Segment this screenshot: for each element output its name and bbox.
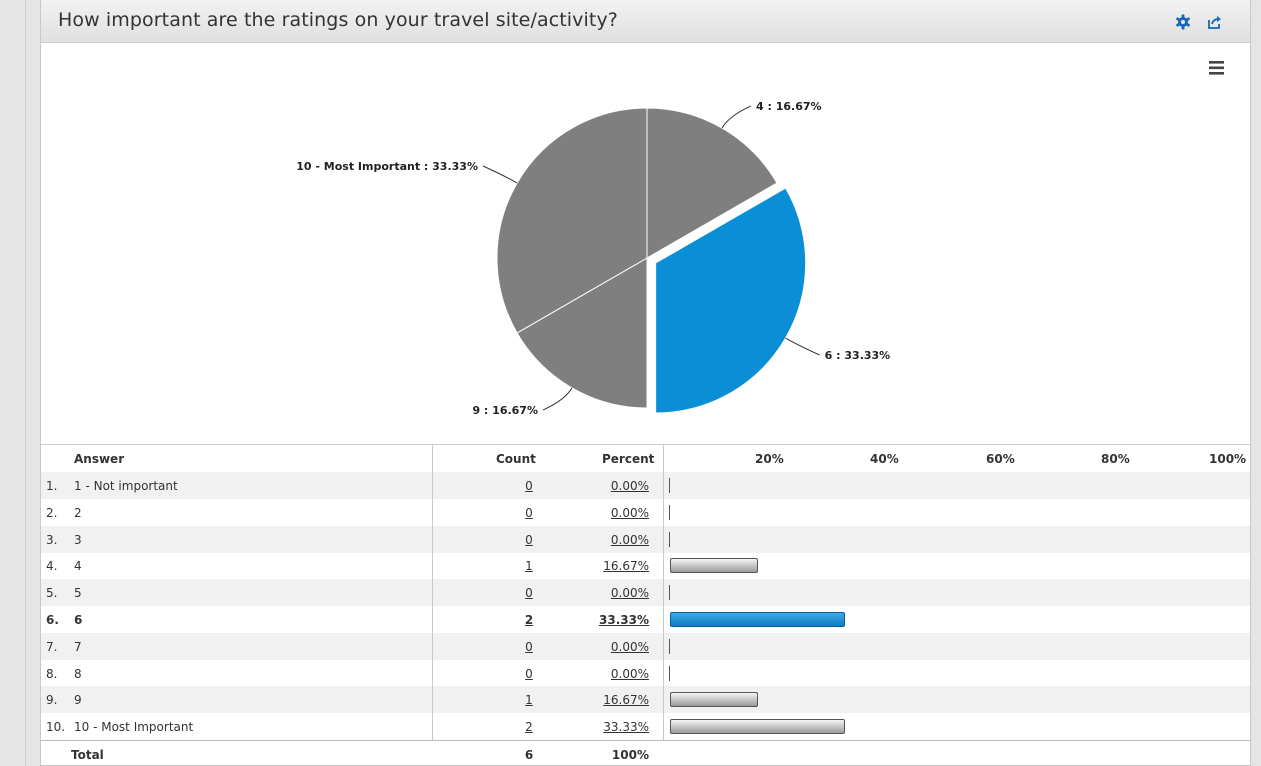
- count-link[interactable]: 0: [525, 479, 533, 493]
- scale-tick-20: 20%: [755, 452, 784, 466]
- row-number: 2.: [46, 505, 58, 520]
- pie-slice[interactable]: [646, 107, 778, 259]
- total-percent: 100%: [611, 748, 649, 762]
- pie-data-label: 4 : 16.67%: [756, 100, 822, 113]
- percent-link[interactable]: 0.00%: [610, 586, 649, 601]
- count-link[interactable]: 0: [525, 532, 533, 547]
- count-link[interactable]: 0: [525, 586, 533, 601]
- percent-link[interactable]: 0.00%: [610, 532, 649, 547]
- count-link[interactable]: 1: [525, 693, 533, 708]
- table-row: 2. 2 0 0.00%: [41, 499, 1250, 526]
- percent-bar: [670, 612, 845, 627]
- percent-bar-zero: [669, 665, 670, 681]
- panel-header: How important are the ratings on your tr…: [41, 0, 1250, 43]
- percent-bar: [670, 692, 758, 708]
- table-row: 9. 9 1 16.67%: [41, 686, 1250, 714]
- pie-data-label: 9 : 16.67%: [472, 404, 538, 417]
- row-number: 7.: [46, 639, 58, 654]
- total-count: 6: [524, 748, 534, 762]
- percent-header: Percent: [602, 452, 655, 466]
- percent-bar-zero: [669, 478, 670, 493]
- row-number: 6.: [46, 613, 59, 627]
- answer-label: 1 - Not important: [74, 479, 178, 493]
- answer-label: 2: [74, 505, 82, 520]
- count-link[interactable]: 0: [525, 666, 533, 681]
- table-header: Answer Count Percent 20% 40% 60% 80% 100…: [41, 444, 1250, 472]
- percent-link[interactable]: 0.00%: [610, 505, 649, 520]
- left-rail: [0, 0, 26, 766]
- table-row: 5. 5 0 0.00%: [41, 579, 1250, 607]
- answer-label: 10 - Most Important: [74, 720, 194, 735]
- pie-chart: 4 : 16.67% 6 : 33.33% 9 : 16.67% 10 - Most …: [296, 100, 891, 417]
- percent-bar: [670, 719, 845, 735]
- percent-link[interactable]: 0.00%: [610, 479, 649, 493]
- pie-slice[interactable]: [496, 107, 648, 334]
- percent-link[interactable]: 0.00%: [610, 639, 649, 654]
- export-icon[interactable]: [1206, 13, 1224, 31]
- column-divider: [663, 444, 664, 740]
- row-number: 4.: [46, 559, 58, 574]
- percent-bar-zero: [669, 504, 670, 520]
- scale-tick-60: 60%: [986, 452, 1015, 466]
- table-row: 4. 4 1 16.67%: [41, 552, 1250, 579]
- row-number: 3.: [46, 532, 58, 547]
- count-link[interactable]: 2: [524, 613, 534, 627]
- total-label: Total: [71, 748, 104, 762]
- percent-bar-zero: [669, 638, 670, 654]
- row-number: 5.: [46, 586, 58, 601]
- answer-label: 4: [74, 559, 82, 574]
- percent-link[interactable]: 33.33%: [603, 720, 649, 735]
- question-report-panel: How important are the ratings on your tr…: [40, 0, 1251, 766]
- pie-chart-area: 4 : 16.67% 6 : 33.33% 9 : 16.67% 10 - Most …: [41, 44, 1250, 444]
- table-row: 6. 6 2 33.33%: [41, 606, 1250, 633]
- table-row: 8. 8 0 0.00%: [41, 660, 1250, 687]
- gear-icon[interactable]: [1174, 13, 1192, 31]
- count-link[interactable]: 2: [525, 720, 533, 735]
- answer-label: 5: [74, 586, 82, 601]
- chart-menu-icon[interactable]: [1204, 58, 1230, 78]
- answer-label: 8: [74, 666, 82, 681]
- row-number: 10.: [46, 720, 66, 735]
- percent-link[interactable]: 0.00%: [610, 666, 649, 681]
- pie-data-label: 6 : 33.33%: [825, 349, 891, 362]
- pie-connector: [542, 387, 573, 411]
- percent-bar: [670, 558, 758, 574]
- answer-label: 7: [74, 639, 82, 654]
- scale-tick-40: 40%: [870, 452, 899, 466]
- row-number: 8.: [46, 666, 58, 681]
- count-link[interactable]: 1: [525, 559, 533, 574]
- row-number: 1.: [46, 479, 58, 493]
- column-divider: [432, 444, 433, 740]
- percent-link[interactable]: 16.67%: [603, 693, 649, 708]
- table-row: 7. 7 0 0.00%: [41, 632, 1250, 660]
- count-header: Count: [496, 452, 536, 466]
- count-link[interactable]: 0: [525, 505, 533, 520]
- table-row: 1. 1 - Not important 0 0.00%: [41, 472, 1250, 499]
- scale-tick-100: 100%: [1209, 452, 1247, 466]
- answer-header: Answer: [74, 452, 125, 466]
- table-row: 10. 10 - Most Important 2 33.33%: [41, 713, 1250, 740]
- pie-connector: [785, 337, 820, 356]
- row-number: 9.: [46, 693, 58, 708]
- pie-slice[interactable]: [655, 187, 807, 414]
- scale-tick-80: 80%: [1101, 452, 1130, 466]
- answer-label: 3: [74, 532, 82, 547]
- answer-label: 6: [74, 613, 83, 627]
- count-link[interactable]: 0: [525, 639, 533, 654]
- total-row: Total 6 100%: [41, 740, 1250, 766]
- percent-bar-zero: [669, 585, 670, 601]
- pie-connector: [482, 165, 518, 184]
- table-row: 3. 3 0 0.00%: [41, 525, 1250, 553]
- question-title: How important are the ratings on your tr…: [58, 9, 618, 31]
- percent-link[interactable]: 33.33%: [599, 613, 649, 627]
- percent-link[interactable]: 16.67%: [603, 559, 649, 574]
- answer-label: 9: [74, 693, 82, 708]
- pie-data-label: 10 - Most Important : 33.33%: [296, 160, 478, 173]
- percent-bar-zero: [669, 531, 670, 547]
- pie-connector: [721, 105, 752, 129]
